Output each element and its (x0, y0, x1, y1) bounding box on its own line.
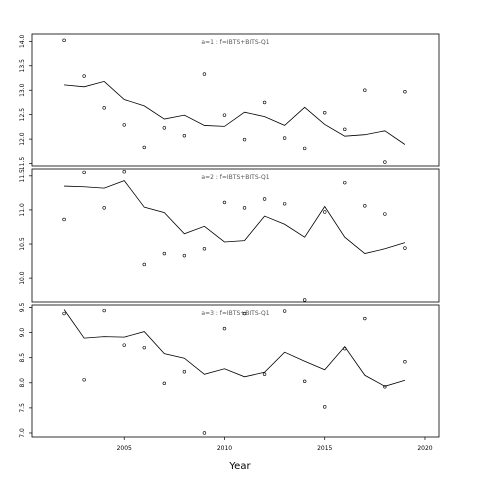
data-point (323, 210, 327, 214)
data-point (202, 72, 207, 76)
data-point (242, 206, 247, 210)
fit-line (64, 80, 406, 145)
data-point (302, 146, 307, 151)
data-point (403, 360, 407, 364)
panel-1: 11.5 12.0 12.5 13.0 13.5 14.0 a=1 : f=IBTS+BIT… (19, 33, 440, 171)
data-point (302, 298, 307, 302)
data-point (222, 200, 227, 205)
data-point (202, 247, 207, 251)
panel-label: a=1 : f=IBTS+BITS-Q1 (201, 39, 269, 46)
data-point (302, 379, 307, 383)
data-point (222, 326, 227, 331)
data-point (142, 262, 146, 267)
data-point (343, 346, 347, 351)
y-tick-label: 10.5 (19, 237, 26, 251)
data-point (142, 145, 146, 150)
panel-label: a=2 : f=IBTS+BITS-Q1 (201, 174, 269, 181)
y-tick-label: 12.5 (19, 108, 26, 122)
data-point (282, 309, 287, 313)
x-tick-label: 2020 (417, 445, 432, 452)
data-point (323, 111, 327, 115)
y-tick-label: 11.5 (19, 157, 26, 171)
data-point (262, 197, 267, 201)
data-point (122, 170, 126, 174)
panel-frame (31, 304, 440, 438)
y-tick-label: 13.5 (19, 59, 26, 73)
data-point (222, 113, 227, 117)
x-axis-label: Year (228, 461, 251, 472)
data-point (122, 343, 126, 347)
data-point (162, 126, 167, 130)
data-point (363, 316, 367, 321)
data-point (182, 370, 187, 374)
data-point (62, 217, 66, 222)
y-tick-label: 7.5 (19, 403, 26, 413)
data-point (122, 123, 126, 127)
data-point (82, 378, 86, 382)
panels-layer: 11.5 12.0 12.5 13.0 13.5 14.0 a=1 : f=IBTS+BIT… (19, 33, 440, 438)
data-point (242, 311, 247, 316)
data-point (282, 136, 287, 140)
fit-line (64, 180, 406, 255)
data-point (242, 137, 247, 142)
panel-label: a=3 : f=IBTS+BITS-Q1 (201, 310, 269, 317)
data-point (383, 212, 387, 216)
y-tick-label: 14.0 (19, 34, 26, 48)
data-point (383, 160, 387, 164)
data-point (82, 74, 86, 78)
data-point (403, 246, 407, 250)
data-point (142, 345, 146, 350)
y-tick-label: 11.0 (19, 203, 26, 217)
x-axis: 2005 2010 2015 2020 (117, 437, 433, 452)
y-tick-label: 11.5 (19, 169, 26, 183)
y-tick-label: 9.0 (19, 328, 26, 338)
data-point (62, 38, 66, 43)
data-point (102, 308, 106, 313)
x-tick-label: 2005 (117, 445, 132, 452)
panel-frame (31, 168, 440, 303)
y-tick-label: 7.0 (19, 428, 26, 438)
data-point (102, 106, 106, 110)
data-point (182, 253, 187, 258)
data-point (202, 431, 207, 435)
data-point (363, 204, 367, 208)
fit-line (63, 309, 406, 387)
data-point (343, 127, 347, 132)
data-point (62, 311, 66, 316)
panel-frame (31, 33, 440, 167)
data-point (102, 206, 106, 210)
y-tick-label: 9.5 (19, 303, 26, 313)
data-point (262, 372, 267, 376)
data-point (282, 202, 287, 206)
data-point (343, 180, 347, 185)
y-tick-label: 10.0 (19, 271, 26, 285)
data-point (82, 170, 86, 175)
data-point (363, 88, 367, 92)
data-point (323, 405, 327, 409)
x-tick-label: 2010 (217, 445, 232, 452)
data-point (162, 381, 167, 385)
data-point (162, 251, 167, 256)
panel-3: 7.0 7.5 8.0 8.5 9.0 9.5 a=3 : f=IBTS+BITS-Q1 (19, 303, 440, 438)
panel-2: 10.0 10.5 11.0 11.5 a=2 : f=IBTS+BITS-Q1 (19, 168, 440, 303)
x-tick-label: 2015 (317, 445, 332, 452)
y-tick-label: 8.0 (19, 378, 26, 388)
data-point (403, 89, 407, 94)
data-point (383, 385, 387, 389)
data-point (262, 100, 267, 105)
data-point (182, 133, 187, 138)
y-tick-label: 12.0 (19, 132, 26, 146)
y-tick-label: 13.0 (19, 83, 26, 97)
y-tick-label: 8.5 (19, 353, 26, 363)
